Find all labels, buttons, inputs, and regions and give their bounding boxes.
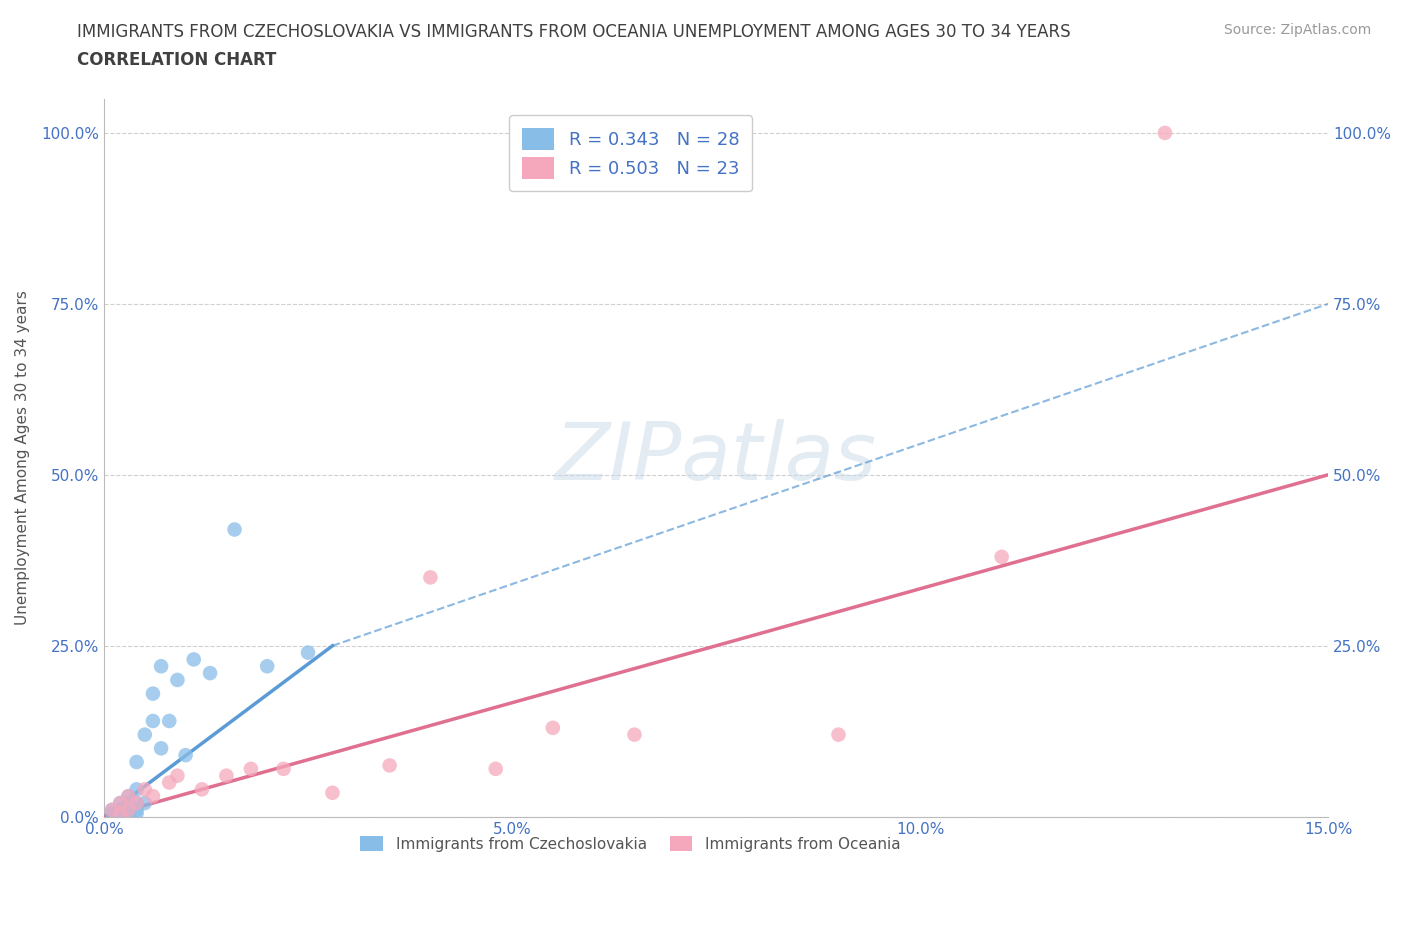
Point xyxy=(117,803,139,817)
Point xyxy=(166,768,188,783)
Point xyxy=(117,789,139,804)
Point xyxy=(215,768,238,783)
Text: IMMIGRANTS FROM CZECHOSLOVAKIA VS IMMIGRANTS FROM OCEANIA UNEMPLOYMENT AMONG AGE: IMMIGRANTS FROM CZECHOSLOVAKIA VS IMMIGR… xyxy=(77,23,1071,41)
Point xyxy=(125,795,148,810)
Point xyxy=(419,570,441,585)
Point xyxy=(321,785,343,800)
Point xyxy=(125,803,148,817)
Point xyxy=(256,658,278,673)
Point xyxy=(239,762,262,777)
Point xyxy=(134,782,156,797)
Point xyxy=(198,666,221,681)
Point xyxy=(101,803,124,817)
Point xyxy=(191,782,214,797)
Point xyxy=(541,721,564,736)
Point xyxy=(827,727,849,742)
Point xyxy=(623,727,645,742)
Y-axis label: Unemployment Among Ages 30 to 34 years: Unemployment Among Ages 30 to 34 years xyxy=(15,290,30,625)
Point xyxy=(117,795,139,810)
Point xyxy=(117,806,139,821)
Point xyxy=(110,795,132,810)
Point xyxy=(224,522,246,537)
Point xyxy=(134,727,156,742)
Point xyxy=(990,550,1012,565)
Point xyxy=(150,658,173,673)
Point xyxy=(273,762,295,777)
Point xyxy=(142,686,165,701)
Point xyxy=(134,795,156,810)
Point xyxy=(142,789,165,804)
Point xyxy=(125,754,148,769)
Point xyxy=(142,713,165,728)
Point xyxy=(157,775,180,790)
Point xyxy=(110,806,132,821)
Text: ZIPatlas: ZIPatlas xyxy=(555,418,877,497)
Point xyxy=(101,803,124,817)
Point xyxy=(1154,126,1177,140)
Point xyxy=(297,645,319,660)
Legend: Immigrants from Czechoslovakia, Immigrants from Oceania: Immigrants from Czechoslovakia, Immigran… xyxy=(353,828,908,859)
Point xyxy=(150,741,173,756)
Point xyxy=(378,758,401,773)
Point xyxy=(166,672,188,687)
Point xyxy=(183,652,205,667)
Point xyxy=(110,803,132,817)
Point xyxy=(157,713,180,728)
Text: Source: ZipAtlas.com: Source: ZipAtlas.com xyxy=(1223,23,1371,37)
Text: CORRELATION CHART: CORRELATION CHART xyxy=(77,51,277,69)
Point xyxy=(110,795,132,810)
Point xyxy=(485,762,508,777)
Point xyxy=(125,782,148,797)
Point xyxy=(117,789,139,804)
Point xyxy=(125,806,148,821)
Point xyxy=(117,803,139,817)
Point xyxy=(101,806,124,821)
Point xyxy=(125,795,148,810)
Point xyxy=(174,748,197,763)
Point xyxy=(110,806,132,821)
